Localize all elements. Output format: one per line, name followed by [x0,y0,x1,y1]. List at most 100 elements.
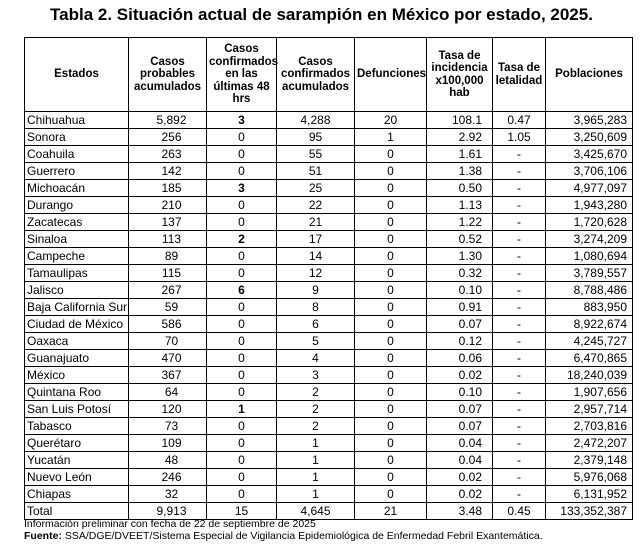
cell-estado: México [24,366,129,384]
cell-poblacion: 133,352,387 [545,502,633,520]
cell-confirmados: 1 [276,468,355,486]
cell-defunciones: 0 [354,145,427,163]
cell-letalidad: - [492,247,546,265]
cell-confirmados: 8 [276,298,355,316]
cell-letalidad: - [492,332,546,350]
cell-letalidad: - [492,281,546,299]
cell-poblacion: 6,131,952 [545,485,633,503]
cell-confirmados-48: 3 [206,111,277,129]
cell-incidencia: 3.48 [426,502,493,520]
cell-defunciones: 1 [354,128,427,146]
cell-incidencia: 0.12 [426,332,493,350]
cell-probables: 586 [128,315,207,333]
cell-poblacion: 2,379,148 [545,451,633,469]
cell-letalidad: - [492,434,546,452]
cell-defunciones: 0 [354,451,427,469]
cell-letalidad: - [492,485,546,503]
cell-defunciones: 0 [354,196,427,214]
cell-estado: Nuevo León [24,468,129,486]
cell-confirmados: 55 [276,145,355,163]
cell-probables: 120 [128,400,207,418]
cell-incidencia: 0.02 [426,468,493,486]
table-row: Tamaulipas 115 0 12 0 0.32-3,789,557 [24,264,633,282]
cell-letalidad: - [492,468,546,486]
cell-poblacion: 1,943,280 [545,196,633,214]
cell-defunciones: 20 [354,111,427,129]
cell-confirmados-48: 15 [206,502,277,520]
cell-incidencia: 0.91 [426,298,493,316]
cell-probables: 115 [128,264,207,282]
table-row: Michoacán 185 3 25 0 0.50-4,977,097 [24,179,633,197]
cell-estado: Oaxaca [24,332,129,350]
cell-probables: 267 [128,281,207,299]
cell-letalidad: - [492,298,546,316]
header-probables: Casos probables acumulados [128,37,207,112]
cell-letalidad: - [492,349,546,367]
total-row: Total 9,913 15 4,645 21 3.48 0.45 133,352,387 [24,502,633,520]
cell-confirmados-48: 0 [206,315,277,333]
table-row: Zacatecas 137 0 21 0 1.22-1,720,628 [24,213,633,231]
cell-confirmados: 4,288 [276,111,355,129]
cell-probables: 9,913 [128,502,207,520]
cell-confirmados: 21 [276,213,355,231]
cell-defunciones: 0 [354,162,427,180]
cell-incidencia: 2.92 [426,128,493,146]
cell-incidencia: 1.30 [426,247,493,265]
cell-confirmados: 1 [276,434,355,452]
cell-probables: 142 [128,162,207,180]
table-row: Coahuila 263 0 55 0 1.61-3,425,670 [24,145,633,163]
cell-estado: Chiapas [24,485,129,503]
cell-confirmados: 22 [276,196,355,214]
cell-defunciones: 0 [354,179,427,197]
cell-letalidad: - [492,145,546,163]
cell-defunciones: 0 [354,485,427,503]
cell-letalidad: - [492,162,546,180]
cell-estado: Durango [24,196,129,214]
cell-defunciones: 0 [354,400,427,418]
table-row: Jalisco 267 6 9 0 0.10-8,788,486 [24,281,633,299]
cell-estado: Sinaloa [24,230,129,248]
cell-incidencia: 0.07 [426,315,493,333]
cell-defunciones: 0 [354,417,427,435]
cell-confirmados: 2 [276,417,355,435]
header-defunciones: Defunciones [354,37,427,112]
cell-confirmados-48: 0 [206,128,277,146]
cell-poblacion: 3,274,209 [545,230,633,248]
cell-estado: Tamaulipas [24,264,129,282]
table-title: Tabla 2. Situación actual de sarampión e… [50,5,593,24]
cell-defunciones: 0 [354,434,427,452]
cell-estado: Tabasco [24,417,129,435]
cell-confirmados-48: 0 [206,485,277,503]
cell-confirmados: 4 [276,349,355,367]
cell-confirmados: 6 [276,315,355,333]
cell-probables: 367 [128,366,207,384]
cell-poblacion: 18,240,039 [545,366,633,384]
cell-poblacion: 3,706,106 [545,162,633,180]
cell-confirmados-48: 0 [206,451,277,469]
cell-letalidad: - [492,264,546,282]
cell-estado: Jalisco [24,281,129,299]
cell-estado: Michoacán [24,179,129,197]
cell-defunciones: 0 [354,366,427,384]
cell-incidencia: 0.07 [426,400,493,418]
cell-letalidad: 1.05 [492,128,546,146]
table-row: Quintana Roo 64 0 2 0 0.10-1,907,656 [24,383,633,401]
cell-incidencia: 0.07 [426,417,493,435]
cell-confirmados-48: 0 [206,247,277,265]
header-letalidad: Tasa de letalidad [492,37,546,112]
cell-probables: 113 [128,230,207,248]
cell-letalidad: - [492,417,546,435]
cell-estado: Yucatán [24,451,129,469]
cell-confirmados-48: 0 [206,366,277,384]
cell-confirmados-48: 0 [206,468,277,486]
cell-incidencia: 0.10 [426,281,493,299]
cell-confirmados: 17 [276,230,355,248]
cell-confirmados-48: 0 [206,383,277,401]
cell-defunciones: 0 [354,264,427,282]
cell-defunciones: 0 [354,332,427,350]
table-row: Oaxaca 70 0 5 0 0.12-4,245,727 [24,332,633,350]
header-poblaciones: Poblaciones [545,37,633,112]
header-estados: Estados [24,37,129,112]
cell-defunciones: 21 [354,502,427,520]
